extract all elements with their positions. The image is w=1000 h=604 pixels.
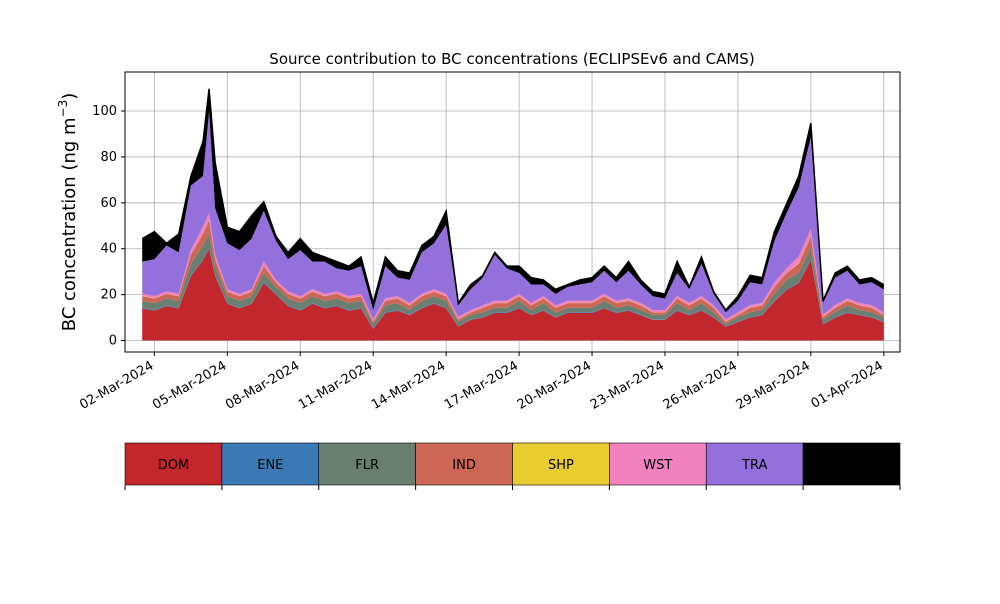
y-axis-label: BC concentration (ng m−3): [56, 93, 80, 332]
legend-swatch-bb: [802, 442, 901, 486]
legend-swatch-shp: [512, 442, 610, 486]
area-flr: [142, 233, 884, 329]
legend-swatch-wst: [609, 442, 707, 486]
y-tick-label: 100: [92, 104, 117, 119]
y-axis-ticks: 0 20 40 60 80 100: [92, 104, 125, 349]
legend-label-ind: IND: [452, 458, 476, 473]
area-ind: [142, 220, 884, 324]
legend-swatch-tra: [705, 442, 804, 486]
legend-label-flr: FLR: [355, 458, 379, 473]
legend-label-dom: DOM: [158, 458, 189, 473]
legend: DOM ENE FLR IND SHP WST TRA BB: [124, 442, 901, 490]
y-axis-label-close: ): [59, 93, 80, 100]
area-tra: [142, 111, 884, 320]
legend-swatch-ene: [221, 442, 320, 486]
area-wst: [142, 212, 884, 322]
legend-swatch-dom: [124, 442, 223, 486]
legend-swatch-flr: [318, 442, 416, 486]
legend-label-shp: SHP: [548, 458, 574, 473]
y-axis-label-main: BC concentration (ng m: [59, 117, 80, 331]
plot-frame: [124, 71, 901, 353]
total-line: [141, 88, 885, 312]
legend-label-wst: WST: [643, 458, 672, 473]
y-tick-label: 20: [100, 288, 117, 303]
y-tick-label: 0: [109, 334, 117, 349]
legend-label-tra: TRA: [741, 458, 767, 473]
legend-label-ene: ENE: [257, 458, 283, 473]
chart-title: Source contribution to BC concentrations…: [269, 50, 754, 68]
y-tick-label: 60: [100, 196, 117, 211]
legend-swatch-ind: [415, 442, 513, 486]
stacked-areas: [141, 88, 885, 341]
area-dom: [142, 248, 884, 341]
legend-label-bb: BB: [843, 458, 861, 473]
y-tick-label: 40: [100, 242, 117, 257]
y-axis-label-superscript: −3: [56, 100, 70, 118]
area-bb: [142, 88, 884, 313]
y-tick-label: 80: [100, 150, 117, 165]
